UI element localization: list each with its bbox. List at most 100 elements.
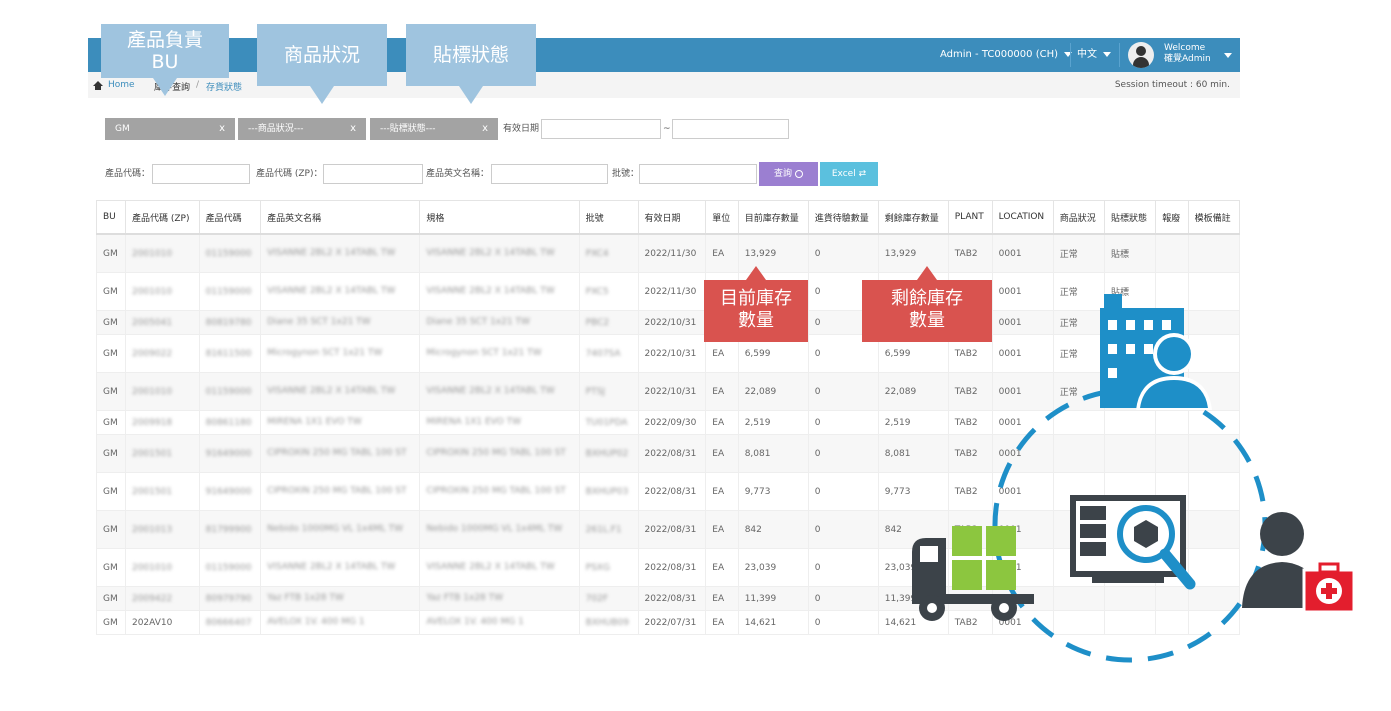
table-cell-spec: MIRENA 1X1 EVO TW xyxy=(419,410,580,435)
table-row[interactable]: GM 2001010 01159000 VISANNE 2BL2 X 14TABL T… xyxy=(96,233,1241,273)
cell-text: GM xyxy=(103,486,118,497)
column-header[interactable]: 進貨待驗數量 xyxy=(807,200,879,235)
cell-text: Nebido 1000MG VL 1x4ML TW xyxy=(267,524,403,534)
table-cell-zp: 2001501 xyxy=(124,434,200,473)
table-cell-expiry: 2022/08/31 xyxy=(637,472,707,511)
expiry-start-input[interactable] xyxy=(541,119,661,139)
table-row[interactable]: GM 2001010 01159000 VISANNE 2BL2 X 14TABL T… xyxy=(96,372,1241,411)
column-header[interactable]: 產品英文名稱 xyxy=(260,200,421,235)
cell-text: VISANNE 2BL2 X 14TABL TW xyxy=(267,286,396,296)
cell-text: 0 xyxy=(814,317,821,328)
search-icon xyxy=(794,169,803,178)
column-header[interactable]: 報廢 xyxy=(1155,200,1189,235)
cell-text: 2022/11/30 xyxy=(644,286,697,297)
chevron-down-icon[interactable] xyxy=(1224,53,1232,58)
callout-current-stock: 目前庫存 數量 xyxy=(704,266,808,342)
cell-text: CIPROXIN 250 MG TABL 100 ST xyxy=(267,448,407,458)
column-header[interactable]: 產品代碼 xyxy=(198,200,262,235)
table-row[interactable]: GM 2001501 91649000 CIPROXIN 250 MG TABL 10… xyxy=(96,434,1241,473)
breadcrumb-separator: / xyxy=(196,80,200,90)
table-cell-expiry: 2022/10/31 xyxy=(637,310,707,335)
cell-text: Diane 35 SCT 1x21 TW xyxy=(267,317,371,327)
table-cell-expiry: 2022/07/31 xyxy=(637,610,707,635)
cell-text: EA xyxy=(712,593,725,604)
chevron-down-icon xyxy=(1103,51,1111,57)
cell-text: 貼標 xyxy=(1111,288,1130,298)
table-cell-zp: 2001013 xyxy=(124,510,200,549)
language-label: 中文 xyxy=(1077,49,1097,60)
cell-text: 842 xyxy=(744,524,762,535)
cell-text: PXC5 xyxy=(585,286,609,297)
table-cell-unit: EA xyxy=(705,510,739,549)
clear-icon[interactable]: x xyxy=(350,123,356,134)
product-status-select[interactable]: ---商品狀況--- x xyxy=(238,118,366,140)
cell-text: Diane 35 SCT 1x21 TW xyxy=(426,317,530,327)
cell-text: EA xyxy=(712,617,725,628)
callout-product-status: 商品狀況 xyxy=(257,24,387,104)
table-cell-batch: PXC4 xyxy=(578,233,639,273)
excel-button[interactable]: Excel ⇄ xyxy=(820,162,878,186)
batch-input[interactable] xyxy=(639,164,757,184)
table-cell-note xyxy=(1187,510,1241,549)
cell-text: 80819780 xyxy=(205,317,252,328)
column-header[interactable]: LOCATION xyxy=(991,200,1054,235)
label-status-select[interactable]: ---貼標狀態--- x xyxy=(370,118,498,140)
table-cell-spec: VISANNE 2BL2 X 14TABL TW xyxy=(419,548,580,587)
avatar[interactable] xyxy=(1128,42,1154,68)
table-cell-zp: 2005041 xyxy=(124,310,200,335)
cell-text: GM xyxy=(103,593,118,604)
table-cell-bu: GM xyxy=(96,233,126,273)
column-header[interactable]: 有效日期 xyxy=(637,200,707,235)
table-cell-pending: 0 xyxy=(807,510,879,549)
english-name-input[interactable] xyxy=(491,164,608,184)
column-header[interactable]: 批號 xyxy=(578,200,639,235)
table-cell-name: Yaz FTB 1x28 TW xyxy=(260,586,421,611)
table-row[interactable]: GM 2001501 91649000 CIPROXIN 250 MG TABL 10… xyxy=(96,472,1241,511)
user-menu[interactable]: Welcome 確覺Admin xyxy=(1164,43,1211,65)
clear-icon[interactable]: x xyxy=(482,123,488,134)
doctor-medkit-icon xyxy=(1242,512,1356,614)
table-cell-bu: GM xyxy=(96,586,126,611)
column-header[interactable]: 目前庫存數量 xyxy=(737,200,809,235)
table-cell-unit: EA xyxy=(705,372,739,411)
cell-text: 0 xyxy=(814,248,821,259)
table-cell-unit: EA xyxy=(705,548,739,587)
table-cell-bu: GM xyxy=(96,310,126,335)
search-button[interactable]: 查詢 xyxy=(759,162,818,186)
bu-select-value: GM xyxy=(115,124,130,134)
table-cell-name: Nebido 1000MG VL 1x4ML TW xyxy=(260,510,421,549)
cell-text: 正常 xyxy=(1059,388,1078,398)
breadcrumb-home[interactable]: Home xyxy=(108,80,135,90)
clear-icon[interactable]: x xyxy=(219,123,225,134)
table-row[interactable]: GM 2009918 80861180 MIRENA 1X1 EVO TW MIRENA… xyxy=(96,410,1241,435)
column-header[interactable]: 商品狀況 xyxy=(1052,200,1106,235)
column-header[interactable]: 貼標狀態 xyxy=(1104,200,1157,235)
table-row[interactable]: GM 202AV10 80666407 AVELOX 1V. 400 MG 1 AVEL… xyxy=(96,610,1241,635)
cell-text: GM xyxy=(103,562,118,573)
welcome-text: Welcome xyxy=(1164,43,1206,53)
column-header[interactable]: 規格 xyxy=(419,200,580,235)
account-dropdown[interactable]: Admin - TC000000 (CH) xyxy=(940,38,1072,72)
cell-text: 702F xyxy=(585,593,608,604)
cell-text: VISANNE 2BL2 X 14TABL TW xyxy=(426,248,555,258)
column-header[interactable]: 產品代碼 (ZP) xyxy=(124,200,200,235)
product-code-input[interactable] xyxy=(152,164,250,184)
table-cell-batch: PBC2 xyxy=(578,310,639,335)
table-cell-pending: 0 xyxy=(807,410,879,435)
bu-select[interactable]: GM x xyxy=(105,118,235,140)
table-cell-plant: TAB2 xyxy=(947,472,993,511)
column-header[interactable]: BU xyxy=(96,200,126,235)
expiry-end-input[interactable] xyxy=(672,119,789,139)
language-dropdown[interactable]: 中文 xyxy=(1077,38,1111,72)
table-cell-code: 80666407 xyxy=(198,610,262,635)
table-cell-note xyxy=(1187,233,1241,273)
column-header[interactable]: 模板備註 xyxy=(1187,200,1241,235)
column-header[interactable]: PLANT xyxy=(947,200,993,235)
column-header[interactable]: 單位 xyxy=(705,200,739,235)
cell-text: CIPROXIN 250 MG TABL 100 ST xyxy=(267,486,407,496)
cell-text: 2022/08/31 xyxy=(644,524,697,535)
table-cell-name: Microgynon SCT 1x21 TW xyxy=(260,334,421,373)
zp-code-input[interactable] xyxy=(323,164,423,184)
column-header[interactable]: 剩餘庫存數量 xyxy=(877,200,949,235)
cell-text: 7407SA xyxy=(585,348,621,359)
